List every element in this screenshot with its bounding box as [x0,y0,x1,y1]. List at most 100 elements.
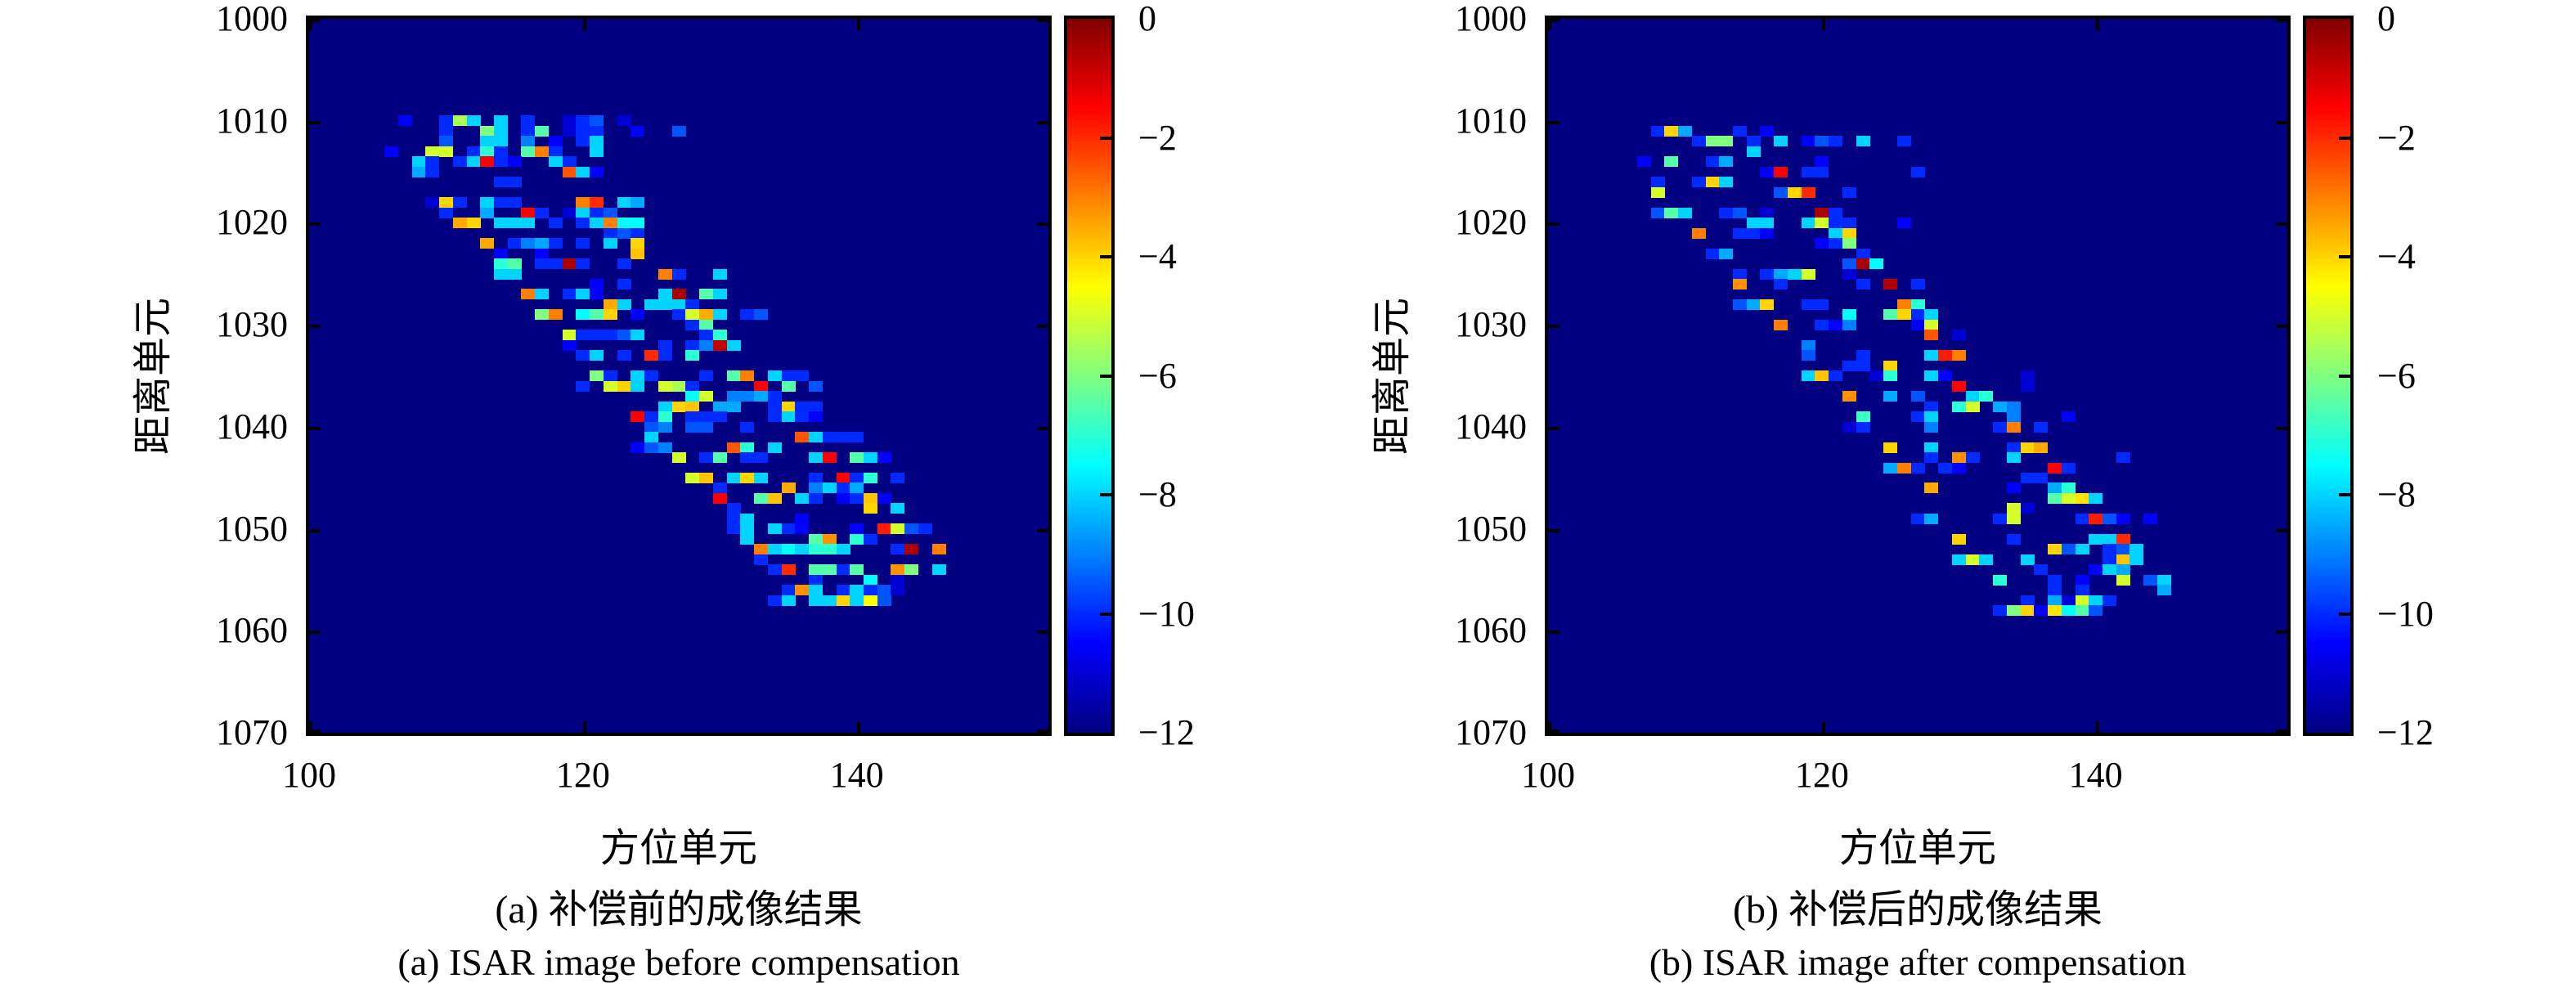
heatmap-plot-b [1545,16,2291,736]
heatmap-cell [904,544,918,554]
colorbar-tick-label: −10 [2377,593,2434,634]
heatmap-cell [590,370,604,381]
heatmap-cell [740,452,754,463]
heatmap-cell [604,381,617,392]
heatmap-cell [1924,309,1938,320]
heatmap-cell [508,238,522,249]
heatmap-cell [480,156,494,167]
heatmap-cell [1966,402,1980,412]
heatmap-cell [740,534,754,545]
heatmap-cell [809,473,823,483]
heatmap-cell [658,381,672,392]
heatmap-cell [1829,238,1842,249]
y-tick-label: 1070 [1455,712,1527,752]
heatmap-cell [604,299,617,310]
heatmap-cell [672,402,686,412]
heatmap-cell [754,554,768,565]
heatmap-cell [494,136,508,146]
heatmap-cell [740,442,754,453]
heatmap-cell [658,422,672,433]
heatmap-cell [1952,554,1966,565]
heatmap-cell [754,309,768,320]
heatmap-cell [1774,187,1788,198]
heatmap-cell [658,442,672,453]
heatmap-cell [494,269,508,280]
heatmap-cell [2103,514,2116,524]
heatmap-cell [480,238,494,249]
heatmap-cell [864,575,877,586]
heatmap-cell [1993,402,2007,412]
heatmap-cell [1842,258,1856,269]
heatmap-cell [617,299,631,310]
heatmap-cell [1802,350,1815,361]
heatmap-cell [576,309,590,320]
axis-tick-mark [309,121,321,124]
axis-tick-mark [1037,325,1048,328]
heatmap-cell [1815,167,1829,177]
heatmap-cell [823,534,837,545]
heatmap-cell [439,136,453,146]
heatmap-cell [850,493,864,504]
heatmap-cell [576,238,590,249]
axis-tick-mark [2276,121,2287,124]
heatmap-cell [740,370,754,381]
heatmap-cell [2157,575,2171,586]
heatmap-cell [809,452,823,463]
heatmap-cell [1664,156,1678,167]
heatmap-cell [672,452,686,463]
heatmap-cell [631,249,644,259]
heatmap-cell [1856,279,1870,290]
heatmap-cell [2048,463,2062,474]
heatmap-cell [1952,452,1966,463]
heatmap-cell [1637,156,1651,167]
heatmap-cell [521,136,535,146]
axis-tick-mark [1037,121,1048,124]
heatmap-cell [1760,167,1774,177]
heatmap-cell [1774,136,1788,146]
heatmap-cell [782,585,796,595]
heatmap-cell [768,564,782,575]
heatmap-cell [631,309,644,320]
heatmap-cell [1678,126,1692,137]
heatmap-cell [2062,595,2076,606]
heatmap-cell [1897,218,1911,228]
heatmap-cell [1760,299,1774,310]
heatmap-cell [1747,299,1761,310]
colorbar-tick-mark [2339,255,2350,258]
heatmap-cell [2021,381,2035,392]
y-tick-label: 1030 [216,304,288,345]
heatmap-cell [2007,605,2021,616]
colorbar-tick-label: −12 [2377,712,2434,752]
heatmap-cell [1733,269,1747,280]
heatmap-cell [467,146,481,157]
heatmap-cell [1747,136,1761,146]
heatmap-cell [768,411,782,422]
heatmap-cell [644,422,658,433]
heatmap-cell [2062,605,2076,616]
heatmap-cell [467,218,481,228]
heatmap-cell [1733,208,1747,218]
x-tick-label: 120 [1794,755,1849,795]
heatmap-cell [904,523,918,534]
heatmap-cell [1911,411,1925,422]
colorbar-tick-label: −4 [1138,236,1177,276]
heatmap-cell [576,167,590,177]
heatmap-cell [535,249,549,259]
heatmap-cell [576,218,590,228]
heatmap-cell [576,381,590,392]
heatmap-cell [1952,534,1966,545]
heatmap-cell [398,115,412,126]
axis-tick-mark [1822,19,1825,30]
heatmap-cell [837,432,850,442]
axis-tick-mark [1037,19,1048,22]
heatmap-cell [384,146,398,157]
heatmap-cell [1719,177,1733,187]
heatmap-cell [877,595,891,606]
heatmap-cell [713,402,727,412]
heatmap-plot-a [306,16,1052,736]
heatmap-cell [891,544,904,554]
heatmap-cell [1788,187,1802,198]
heatmap-cell [685,299,699,310]
heatmap-cell [837,544,850,554]
heatmap-cell [521,208,535,218]
